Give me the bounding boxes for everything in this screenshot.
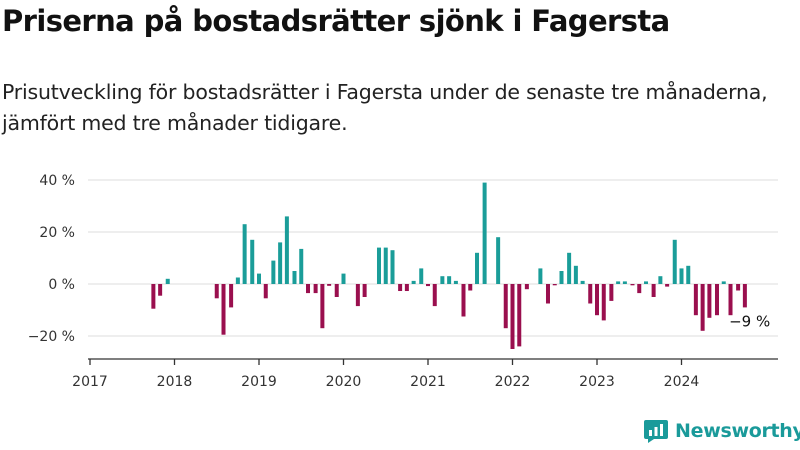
bar	[630, 284, 635, 286]
y-tick-label: 40 %	[39, 173, 75, 189]
bar	[341, 273, 346, 284]
bar	[158, 284, 163, 296]
bar	[271, 260, 276, 284]
bar	[355, 284, 360, 307]
bar	[658, 276, 663, 284]
bar	[601, 284, 606, 321]
bar	[644, 281, 649, 284]
bar	[468, 284, 473, 291]
bar	[440, 276, 445, 284]
bar	[320, 284, 325, 329]
bar	[714, 284, 719, 316]
bar	[229, 284, 234, 308]
bar	[567, 252, 572, 284]
bar	[742, 284, 747, 308]
bar	[651, 284, 656, 297]
bar	[327, 284, 332, 286]
bar	[432, 284, 437, 307]
chart-title: Priserna på bostadsrätter sjönk i Fagers…	[2, 4, 670, 38]
bar	[693, 284, 698, 316]
bar	[383, 247, 388, 284]
bar	[151, 284, 156, 309]
bar	[292, 271, 297, 284]
bar	[390, 250, 395, 284]
bar	[165, 278, 170, 284]
bar	[447, 276, 452, 284]
bar	[707, 284, 712, 318]
bar	[672, 239, 677, 284]
newsworthy-logo-text: Newsworthy	[675, 420, 800, 442]
last-value-annotation: −9 %	[729, 312, 770, 330]
bar	[475, 252, 480, 284]
bar	[679, 268, 684, 284]
bar	[214, 284, 219, 299]
bar	[510, 284, 515, 349]
newsworthy-logo: Newsworthy	[643, 418, 800, 444]
bar	[736, 284, 741, 291]
bar	[580, 280, 585, 284]
bar	[419, 268, 424, 284]
bar	[482, 182, 487, 284]
bar	[257, 273, 261, 284]
x-tick-label: 2017	[72, 374, 108, 390]
bar	[263, 284, 268, 299]
x-tick-label: 2023	[579, 374, 615, 390]
bar	[686, 265, 691, 284]
chart-subtitle: Prisutveckling för bostadsrätter i Fager…	[2, 80, 768, 135]
x-tick-label: 2018	[157, 374, 193, 390]
bar	[250, 239, 255, 284]
bar	[559, 271, 564, 284]
bar	[334, 284, 339, 297]
bar	[622, 281, 627, 284]
x-tick-label: 2019	[241, 374, 277, 390]
bar	[278, 242, 283, 284]
x-tick-label: 2022	[495, 374, 531, 390]
bar	[503, 284, 508, 329]
x-tick-label: 2024	[664, 374, 700, 390]
bar	[595, 284, 599, 316]
bar	[235, 277, 240, 284]
y-tick-label: −20 %	[28, 329, 75, 345]
bar	[538, 268, 543, 284]
bar	[609, 284, 614, 301]
bar	[573, 265, 578, 284]
bar	[545, 284, 550, 304]
bar	[700, 284, 705, 331]
bar	[728, 284, 733, 316]
x-tick-label: 2021	[410, 374, 446, 390]
bar	[453, 280, 458, 284]
bar	[637, 284, 642, 294]
bar	[426, 284, 430, 287]
bar	[284, 216, 289, 284]
bar	[398, 284, 403, 292]
bar	[665, 284, 670, 287]
bar	[588, 284, 593, 304]
newsworthy-logo-icon	[644, 420, 668, 443]
bar	[496, 237, 501, 284]
bar	[524, 284, 529, 290]
bar	[517, 284, 522, 347]
bar	[376, 247, 381, 284]
bar	[411, 280, 416, 284]
bar	[461, 284, 466, 317]
bar	[221, 284, 226, 335]
bar	[242, 224, 247, 284]
bar	[552, 284, 557, 286]
x-tick-label: 2020	[326, 374, 362, 390]
y-tick-label: 20 %	[39, 225, 75, 241]
bar	[313, 284, 318, 294]
bar	[721, 281, 726, 284]
bar	[616, 281, 621, 284]
bar	[362, 284, 367, 297]
bar	[299, 248, 304, 284]
bar	[306, 284, 311, 294]
bar	[404, 284, 409, 292]
y-tick-label: 0 %	[48, 277, 75, 293]
